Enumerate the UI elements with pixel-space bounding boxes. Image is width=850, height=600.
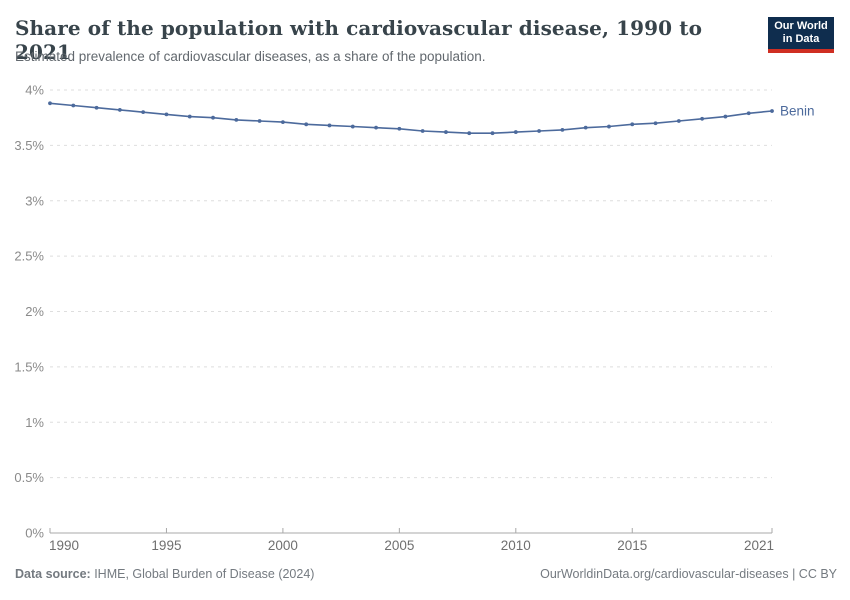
y-axis-tick-label: 0% bbox=[25, 526, 44, 541]
y-axis-tick-label: 2.5% bbox=[14, 249, 44, 264]
data-point bbox=[746, 111, 751, 116]
data-point bbox=[397, 126, 402, 131]
y-axis-tick-label: 4% bbox=[25, 83, 44, 98]
x-axis-tick-label: 2010 bbox=[501, 538, 531, 553]
x-axis-tick-label: 2021 bbox=[744, 538, 774, 553]
x-axis-tick-label: 1990 bbox=[49, 538, 79, 553]
data-point bbox=[117, 108, 122, 112]
data-point bbox=[653, 121, 658, 126]
series-end-label: Benin bbox=[780, 104, 815, 119]
x-axis-tick-label: 2005 bbox=[384, 538, 414, 553]
owid-logo-line1: Our World bbox=[774, 19, 828, 32]
data-source-note: Data source: IHME, Global Burden of Dise… bbox=[15, 567, 314, 581]
chart-title: Share of the population with cardiovascu… bbox=[15, 16, 703, 64]
data-point bbox=[630, 122, 635, 127]
data-point bbox=[770, 109, 774, 113]
data-point bbox=[257, 119, 262, 123]
data-point bbox=[444, 130, 448, 134]
data-point bbox=[537, 129, 541, 133]
data-point bbox=[583, 125, 588, 130]
owid-logo: Our World in Data bbox=[768, 17, 834, 53]
data-point bbox=[48, 101, 52, 106]
y-axis-tick-label: 1% bbox=[25, 415, 44, 430]
data-point bbox=[490, 131, 495, 136]
data-point bbox=[467, 131, 472, 136]
chart-subtitle: Estimated prevalence of cardiovascular d… bbox=[15, 49, 486, 64]
x-axis-tick-label: 2000 bbox=[268, 538, 298, 553]
data-point bbox=[94, 105, 99, 110]
y-axis-tick-label: 1.5% bbox=[14, 359, 44, 374]
data-source-label: Data source: bbox=[15, 567, 91, 581]
data-point bbox=[164, 112, 169, 117]
data-point bbox=[607, 124, 611, 129]
license-credit: OurWorldinData.org/cardiovascular-diseas… bbox=[540, 567, 837, 581]
y-axis-tick-label: 0.5% bbox=[14, 470, 44, 485]
data-point bbox=[374, 125, 378, 130]
data-point bbox=[560, 127, 565, 132]
series-line bbox=[49, 102, 773, 134]
owid-logo-line2: in Data bbox=[782, 33, 820, 45]
x-axis-tick-label: 2015 bbox=[617, 538, 647, 553]
chart-footer: Data source: IHME, Global Burden of Dise… bbox=[15, 567, 837, 581]
data-point bbox=[234, 118, 239, 122]
data-point bbox=[700, 116, 705, 121]
y-axis-tick-label: 2% bbox=[25, 304, 44, 319]
data-point bbox=[304, 122, 309, 127]
data-source-value: IHME, Global Burden of Disease (2024) bbox=[90, 567, 315, 581]
data-point bbox=[327, 123, 332, 128]
data-point bbox=[723, 114, 728, 119]
data-point bbox=[420, 129, 425, 133]
y-axis-tick-label: 3% bbox=[25, 193, 44, 208]
x-axis-tick-label: 1995 bbox=[151, 538, 181, 553]
owid-logo-red-bar bbox=[768, 48, 834, 53]
data-point bbox=[350, 124, 355, 129]
data-point bbox=[281, 120, 285, 125]
data-point bbox=[676, 119, 681, 123]
y-axis-tick-label: 3.5% bbox=[14, 138, 44, 153]
data-point bbox=[187, 114, 192, 119]
data-point bbox=[71, 103, 76, 108]
owid-logo-text: Our World in Data bbox=[768, 17, 834, 49]
data-point bbox=[211, 115, 215, 120]
data-point bbox=[513, 130, 518, 134]
data-point bbox=[141, 110, 146, 115]
